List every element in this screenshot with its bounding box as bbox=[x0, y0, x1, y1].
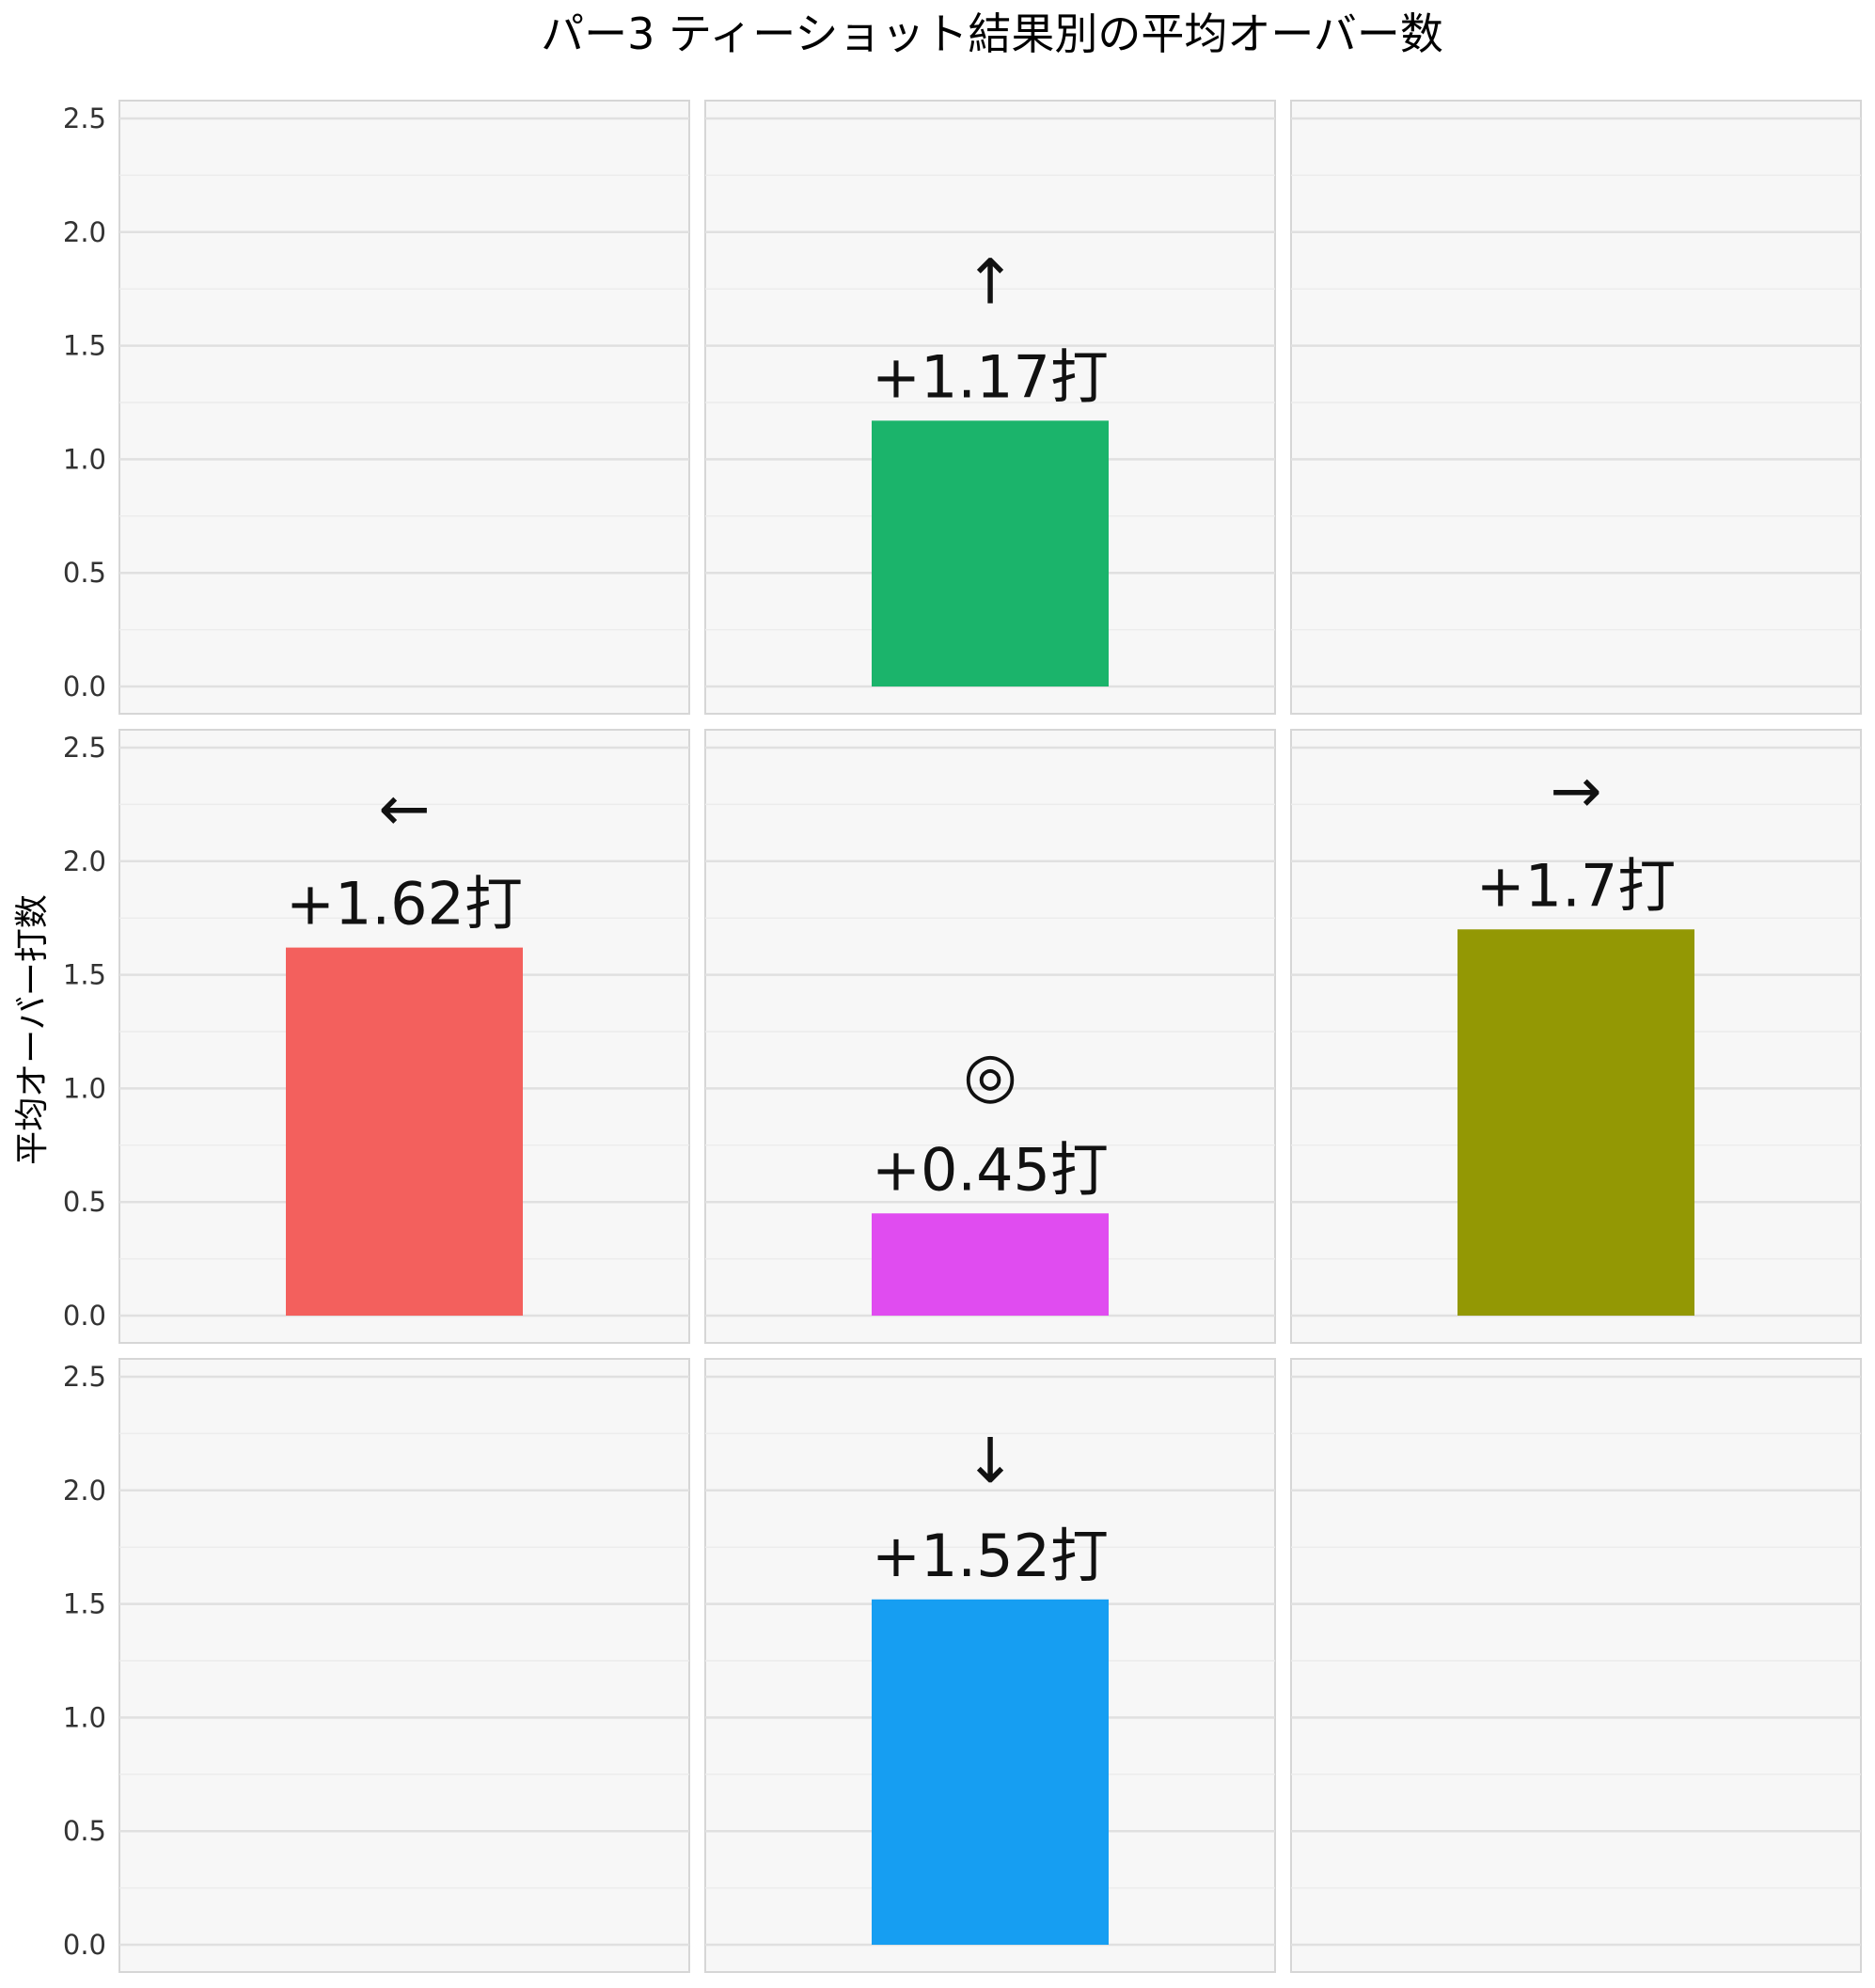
y-tick-label: 1.0 bbox=[63, 1701, 106, 1733]
bar-value-label: +1.62打 bbox=[286, 870, 523, 939]
chart-title: パー3 ティーショット結果別の平均オーバー数 bbox=[541, 8, 1443, 59]
bar-value-label: +1.52打 bbox=[872, 1522, 1109, 1590]
y-tick-label: 1.0 bbox=[63, 443, 106, 475]
direction-symbol: ← bbox=[378, 773, 430, 845]
y-tick-label: 0.0 bbox=[63, 1300, 106, 1332]
facet-panel bbox=[1290, 1358, 1862, 1973]
direction-symbol: ↑ bbox=[964, 245, 1016, 318]
y-tick-label: 0.5 bbox=[63, 1815, 106, 1847]
y-tick-label: 2.0 bbox=[63, 845, 106, 877]
bar bbox=[872, 1599, 1109, 1945]
bar bbox=[1457, 929, 1694, 1316]
facet-panel: +1.7打 → bbox=[1290, 729, 1862, 1344]
bar-value-label: +1.7打 bbox=[1476, 851, 1677, 920]
panel-background bbox=[118, 100, 690, 715]
direction-symbol: → bbox=[1550, 754, 1601, 827]
y-tick-label: 1.5 bbox=[63, 959, 106, 991]
y-tick-label: 0.0 bbox=[63, 1929, 106, 1961]
y-tick-label: 2.0 bbox=[63, 216, 106, 248]
panel-background bbox=[1290, 1358, 1862, 1973]
facet-panel: 0.0 0.5 1.0 1.5 2.0 2.5 +1.62打 ← bbox=[63, 729, 690, 1344]
bar bbox=[286, 947, 523, 1316]
facet-panel: +1.17打 ↑ bbox=[704, 100, 1276, 715]
y-tick-label: 2.5 bbox=[63, 103, 106, 134]
panel-background bbox=[118, 1358, 690, 1973]
y-tick-label: 1.0 bbox=[63, 1072, 106, 1104]
y-axis-title: 平均オーバー打数 bbox=[13, 894, 52, 1165]
y-tick-label: 1.5 bbox=[63, 1588, 106, 1620]
bar-value-label: +0.45打 bbox=[872, 1135, 1109, 1204]
y-tick-label: 1.5 bbox=[63, 330, 106, 362]
y-tick-label: 2.0 bbox=[63, 1475, 106, 1507]
facet-panel: +0.45打 ◎ bbox=[704, 729, 1276, 1344]
direction-symbol: ◎ bbox=[963, 1038, 1017, 1111]
y-tick-label: 0.5 bbox=[63, 1186, 106, 1218]
facet-panel: 0.0 0.5 1.0 1.5 2.0 2.5 bbox=[63, 1358, 690, 1973]
facet-panel: 0.0 0.5 1.0 1.5 2.0 2.5 bbox=[63, 100, 690, 715]
panel-background bbox=[1290, 100, 1862, 715]
bar-value-label: +1.17打 bbox=[872, 342, 1109, 411]
bar bbox=[872, 420, 1109, 686]
facet-grid: 0.0 0.5 1.0 1.5 2.0 2.5 +1.17打 ↑ 0.0 0.5 1.0 1.5 2.0… bbox=[63, 100, 1862, 1973]
facet-panel bbox=[1290, 100, 1862, 715]
direction-symbol: ↓ bbox=[964, 1425, 1016, 1497]
y-tick-label: 0.5 bbox=[63, 557, 106, 589]
facet-panel: +1.52打 ↓ bbox=[704, 1358, 1276, 1973]
y-tick-label: 2.5 bbox=[63, 732, 106, 764]
y-tick-label: 0.0 bbox=[63, 671, 106, 702]
y-tick-label: 2.5 bbox=[63, 1361, 106, 1393]
bar bbox=[872, 1213, 1109, 1316]
